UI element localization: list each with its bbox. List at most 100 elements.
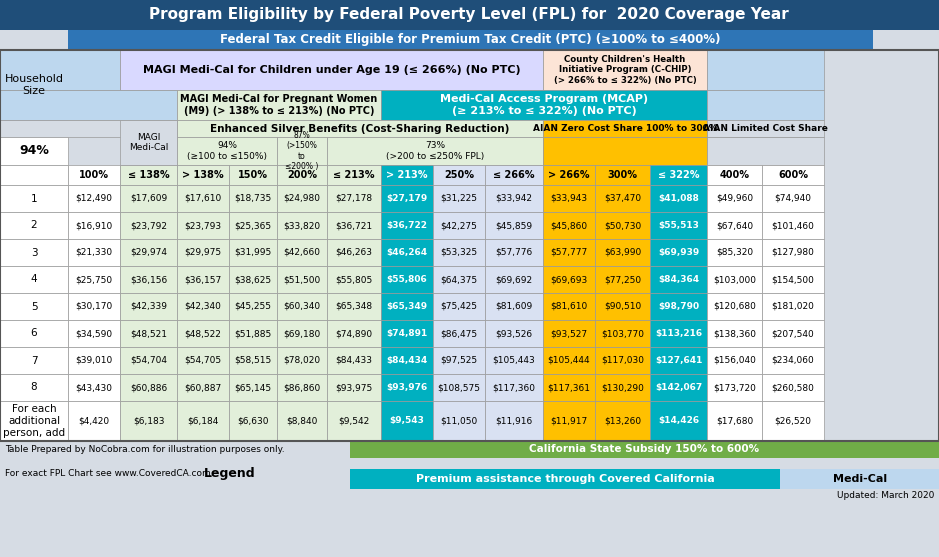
Text: $93,527: $93,527 (550, 329, 588, 338)
Text: 8: 8 (31, 383, 38, 393)
Bar (120, 212, 177, 239)
Text: $31,995: $31,995 (235, 248, 271, 257)
Text: $25,750: $25,750 (75, 275, 113, 284)
Text: $48,521: $48,521 (130, 329, 167, 338)
Text: $86,475: $86,475 (440, 329, 478, 338)
Text: $46,263: $46,263 (335, 248, 373, 257)
Bar (327, 374, 381, 401)
Bar (277, 347, 327, 374)
Text: $45,859: $45,859 (496, 221, 532, 230)
Bar (177, 374, 229, 401)
Bar (68, 401, 120, 441)
Text: $6,184: $6,184 (187, 417, 219, 426)
Bar (650, 347, 707, 374)
Text: 200%: 200% (287, 170, 317, 180)
Text: $103,000: $103,000 (713, 275, 756, 284)
Text: $27,179: $27,179 (386, 194, 427, 203)
Bar (433, 293, 485, 320)
Text: Medi-Cal: Medi-Cal (833, 474, 887, 484)
Text: $105,443: $105,443 (493, 356, 535, 365)
Bar (762, 165, 824, 185)
Bar (595, 347, 650, 374)
Bar (327, 212, 381, 239)
Bar (229, 239, 277, 266)
Text: $60,340: $60,340 (284, 302, 320, 311)
Text: $17,609: $17,609 (130, 194, 167, 203)
Text: $117,361: $117,361 (547, 383, 591, 392)
Text: $23,792: $23,792 (130, 221, 167, 230)
Text: 5: 5 (31, 301, 38, 311)
Bar (277, 239, 327, 266)
Text: $260,580: $260,580 (772, 383, 814, 392)
Bar (543, 293, 595, 320)
Bar (277, 293, 327, 320)
Text: $101,460: $101,460 (772, 221, 814, 230)
Text: $234,060: $234,060 (772, 356, 814, 365)
Text: $41,088: $41,088 (658, 194, 699, 203)
Text: 94%: 94% (19, 144, 49, 158)
Bar (485, 401, 543, 441)
Bar (229, 293, 277, 320)
Bar (433, 185, 485, 212)
Text: ≤ 213%: ≤ 213% (333, 170, 375, 180)
Text: $207,540: $207,540 (772, 329, 814, 338)
Bar (543, 212, 595, 239)
Bar (277, 266, 327, 293)
Text: $31,225: $31,225 (440, 194, 478, 203)
Text: $29,975: $29,975 (184, 248, 222, 257)
Text: 7: 7 (31, 355, 38, 365)
Bar (0, 185, 68, 212)
Bar (277, 137, 327, 165)
Bar (707, 374, 762, 401)
Text: $85,320: $85,320 (716, 248, 753, 257)
Bar (120, 266, 177, 293)
Bar (543, 137, 707, 165)
Text: Legend: Legend (204, 467, 255, 480)
Text: Medi-Cal Access Program (MCAP)
(≥ 213% to ≤ 322%) (No PTC): Medi-Cal Access Program (MCAP) (≥ 213% t… (440, 94, 648, 116)
Bar (0, 347, 68, 374)
Bar (762, 320, 824, 347)
Text: $60,886: $60,886 (130, 383, 167, 392)
Text: $25,365: $25,365 (235, 221, 271, 230)
Bar (595, 374, 650, 401)
Text: $64,375: $64,375 (440, 275, 478, 284)
Bar (0, 239, 68, 266)
Text: $21,330: $21,330 (75, 248, 113, 257)
Bar (381, 293, 433, 320)
Bar (229, 320, 277, 347)
Text: $23,793: $23,793 (184, 221, 222, 230)
Text: $11,917: $11,917 (550, 417, 588, 426)
Text: $84,364: $84,364 (658, 275, 699, 284)
Text: $36,157: $36,157 (184, 275, 222, 284)
Text: $156,040: $156,040 (713, 356, 756, 365)
Text: $63,990: $63,990 (604, 248, 641, 257)
Bar (762, 212, 824, 239)
Text: $33,943: $33,943 (550, 194, 588, 203)
Text: ≤ 138%: ≤ 138% (128, 170, 169, 180)
Bar (762, 293, 824, 320)
Text: $127,641: $127,641 (654, 356, 702, 365)
Bar (650, 165, 707, 185)
Text: 4: 4 (31, 275, 38, 285)
Text: For exact FPL Chart see www.CoveredCA.com: For exact FPL Chart see www.CoveredCA.co… (5, 468, 210, 477)
Bar (595, 185, 650, 212)
Bar (277, 165, 327, 185)
Text: $77,250: $77,250 (604, 275, 641, 284)
Bar (543, 120, 707, 137)
Bar (0, 212, 68, 239)
Bar (707, 401, 762, 441)
Text: 250%: 250% (444, 170, 474, 180)
Text: $65,349: $65,349 (387, 302, 427, 311)
Bar (707, 293, 762, 320)
Bar (229, 401, 277, 441)
Bar (350, 441, 939, 458)
Text: $51,500: $51,500 (284, 275, 320, 284)
Bar (433, 212, 485, 239)
Bar (177, 137, 277, 165)
Bar (485, 212, 543, 239)
Text: 1: 1 (31, 193, 38, 203)
Bar (177, 239, 229, 266)
Bar (327, 185, 381, 212)
Text: $93,976: $93,976 (386, 383, 427, 392)
Bar (433, 347, 485, 374)
